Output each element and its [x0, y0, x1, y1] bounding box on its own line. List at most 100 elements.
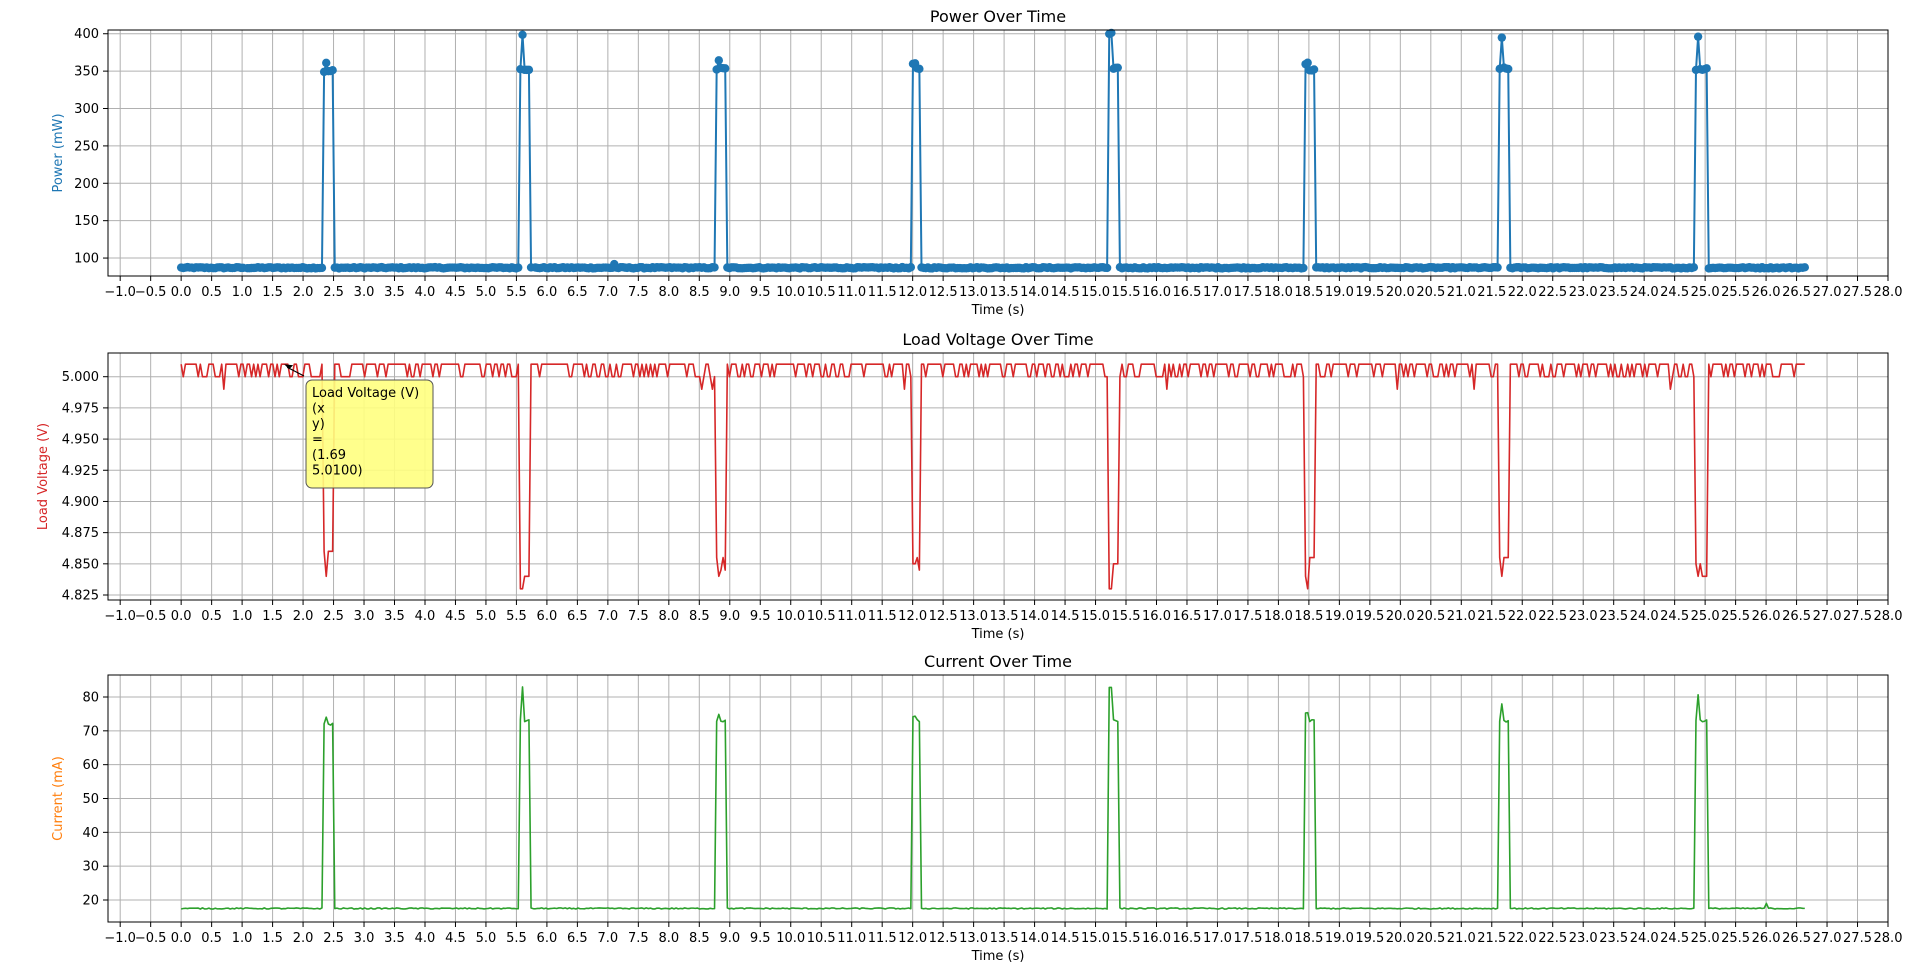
x-tick-label: 23.0	[1569, 609, 1598, 624]
x-tick-label: 8.5	[689, 609, 710, 624]
x-tick-label: 24.5	[1660, 931, 1689, 946]
x-tick-label: 18.5	[1294, 285, 1323, 300]
x-tick-label: 9.5	[750, 285, 771, 300]
x-tick-label: 7.5	[628, 609, 649, 624]
x-tick-label: 18.5	[1294, 931, 1323, 946]
x-tick-label: 11.0	[837, 931, 866, 946]
x-tick-label: 1.5	[262, 285, 283, 300]
x-tick-label: 25.0	[1691, 285, 1720, 300]
x-tick-label: 11.5	[868, 285, 897, 300]
x-tick-label: 13.0	[959, 285, 988, 300]
x-tick-label: 26.5	[1782, 931, 1811, 946]
data-point	[1303, 58, 1312, 67]
chart-title: Load Voltage Over Time	[902, 330, 1093, 349]
x-tick-label: 15.0	[1081, 285, 1110, 300]
x-tick-label: 20.5	[1416, 285, 1445, 300]
x-tick-label: 23.5	[1599, 931, 1628, 946]
x-tick-label: 18.0	[1264, 285, 1293, 300]
annotation-text-line: y)	[312, 417, 325, 432]
y-tick-label: 4.850	[62, 557, 99, 572]
data-point	[322, 58, 331, 68]
x-tick-label: 14.5	[1051, 285, 1080, 300]
x-tick-label: 3.0	[354, 285, 375, 300]
x-tick-label: 5.0	[476, 609, 497, 624]
x-tick-label: −1.0	[104, 931, 136, 946]
x-tick-label: 8.0	[658, 931, 679, 946]
x-tick-label: 24.0	[1630, 609, 1659, 624]
x-tick-label: 8.0	[658, 285, 679, 300]
x-tick-label: 24.0	[1630, 285, 1659, 300]
x-tick-label: 0.0	[171, 931, 192, 946]
x-tick-label: 16.0	[1142, 285, 1171, 300]
x-tick-label: 16.5	[1172, 609, 1201, 624]
x-tick-label: 19.0	[1325, 609, 1354, 624]
x-tick-label: 4.0	[415, 285, 436, 300]
annotation-box	[305, 379, 434, 489]
y-tick-label: 100	[74, 252, 99, 267]
x-tick-label: 3.5	[384, 285, 405, 300]
x-tick-label: 16.0	[1142, 931, 1171, 946]
x-tick-label: 27.5	[1843, 609, 1872, 624]
y-tick-label: 20	[82, 894, 99, 909]
x-tick-label: 21.0	[1447, 285, 1476, 300]
x-tick-label: 20.0	[1386, 609, 1415, 624]
x-tick-label: 27.5	[1843, 285, 1872, 300]
x-tick-label: 15.5	[1112, 609, 1141, 624]
x-tick-label: 9.0	[719, 285, 740, 300]
data-point	[1689, 263, 1699, 272]
x-tick-label: 14.5	[1051, 609, 1080, 624]
x-tick-label: 21.0	[1447, 931, 1476, 946]
x-tick-label: 20.5	[1416, 931, 1445, 946]
x-tick-label: 14.0	[1020, 285, 1049, 300]
x-tick-label: 21.5	[1477, 931, 1506, 946]
data-point	[915, 64, 924, 74]
x-tick-label: 10.5	[807, 285, 836, 300]
x-tick-label: 25.0	[1691, 931, 1720, 946]
x-tick-label: 0.5	[201, 609, 222, 624]
x-tick-label: 10.5	[807, 609, 836, 624]
y-tick-label: 80	[82, 690, 99, 705]
x-tick-label: 3.0	[354, 931, 375, 946]
x-tick-label: 12.0	[898, 931, 927, 946]
data-point	[1107, 28, 1116, 38]
y-tick-label: 4.925	[62, 464, 99, 479]
x-tick-label: 12.0	[898, 285, 927, 300]
x-tick-label: 26.0	[1752, 285, 1781, 300]
x-tick-label: 15.0	[1081, 609, 1110, 624]
data-point	[710, 263, 719, 272]
x-tick-label: 9.5	[750, 609, 771, 624]
chart-title: Power Over Time	[930, 7, 1066, 26]
x-tick-label: 13.0	[959, 609, 988, 624]
data-point	[721, 64, 730, 73]
x-tick-label: 22.0	[1508, 609, 1537, 624]
x-tick-label: 9.5	[750, 931, 771, 946]
x-tick-label: 11.5	[868, 609, 897, 624]
x-tick-label: 24.5	[1660, 609, 1689, 624]
x-tick-label: 24.0	[1630, 931, 1659, 946]
x-tick-label: 6.0	[537, 285, 558, 300]
x-tick-label: 23.0	[1569, 931, 1598, 946]
annotation-arrowhead	[284, 364, 294, 370]
y-tick-label: 350	[74, 65, 99, 80]
y-tick-label: 4.875	[62, 526, 99, 541]
x-tick-label: 7.5	[628, 285, 649, 300]
data-point	[1497, 33, 1507, 42]
x-tick-label: −1.0	[104, 285, 136, 300]
x-axis-label: Time (s)	[971, 627, 1025, 642]
x-tick-label: 28.0	[1874, 609, 1903, 624]
x-tick-label: 16.5	[1172, 931, 1201, 946]
x-tick-label: 4.5	[445, 609, 466, 624]
x-tick-label: 12.5	[929, 609, 958, 624]
x-tick-label: 6.5	[567, 285, 588, 300]
y-tick-label: 5.000	[62, 370, 99, 385]
y-axis-label: Current (mA)	[51, 756, 66, 841]
x-tick-label: −0.5	[135, 931, 167, 946]
x-tick-label: 2.0	[293, 285, 314, 300]
x-tick-label: 28.0	[1874, 285, 1903, 300]
y-tick-label: 4.975	[62, 401, 99, 416]
x-tick-label: 26.0	[1752, 609, 1781, 624]
x-tick-label: 5.5	[506, 609, 527, 624]
x-tick-label: 22.0	[1508, 285, 1537, 300]
x-tick-label: 23.5	[1599, 609, 1628, 624]
